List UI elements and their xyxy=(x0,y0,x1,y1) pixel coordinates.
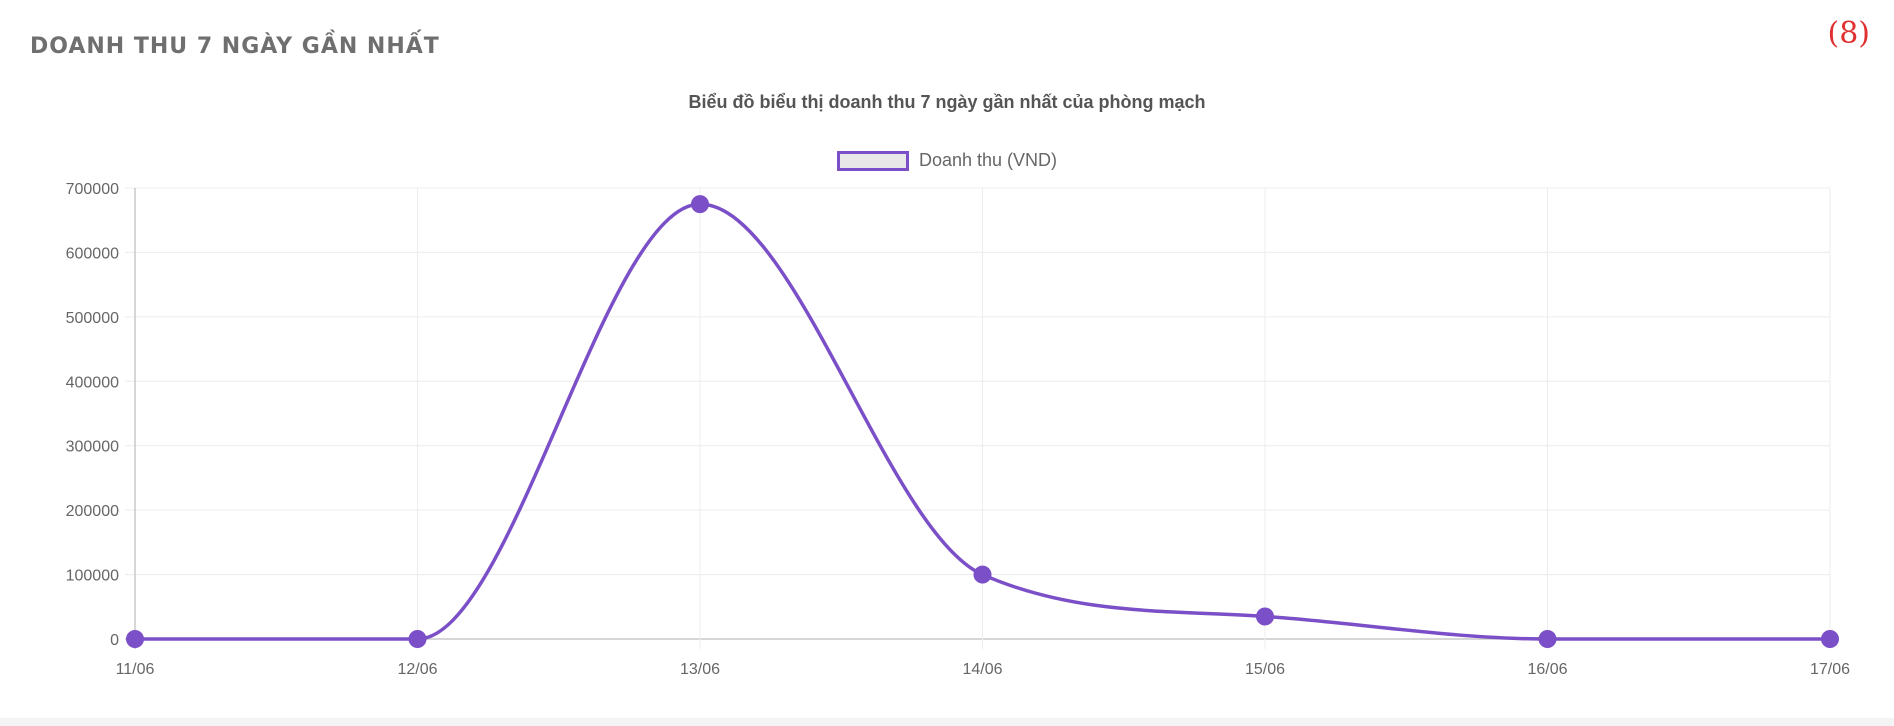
y-axis-ticks: 700000 600000 500000 400000 300000 200000 1000… xyxy=(66,181,119,649)
panel-header: DOANH THU 7 NGÀY GẦN NHẤT (8) xyxy=(0,0,1894,90)
y-tick-label: 500000 xyxy=(66,310,119,327)
y-tick-label: 0 xyxy=(110,632,119,649)
y-tick-label: 100000 xyxy=(66,568,119,585)
y-tick-label: 300000 xyxy=(66,439,119,456)
data-point-13-06[interactable] xyxy=(691,195,709,214)
legend-swatch xyxy=(836,150,909,171)
series-layer xyxy=(126,195,1839,648)
y-tick-label: 400000 xyxy=(66,374,119,391)
series-line-doanh-thu xyxy=(134,202,1830,641)
data-point-11-06[interactable] xyxy=(126,630,144,648)
data-point-16-06[interactable] xyxy=(1538,630,1557,648)
x-tick-label: 12/06 xyxy=(397,661,437,678)
x-tick-label: 17/06 xyxy=(1810,661,1850,678)
panel-number: (8) xyxy=(1827,16,1871,51)
y-tick-label: 600000 xyxy=(66,245,119,262)
data-point-12-06[interactable] xyxy=(408,630,427,648)
data-point-17-06[interactable] xyxy=(1821,630,1839,648)
data-point-14-06[interactable] xyxy=(973,565,992,584)
x-axis-ticks: 11/06 12/06 13/06 14/06 15/06 16/06 17/06 xyxy=(116,661,1851,678)
y-tick-label: 700000 xyxy=(66,181,119,198)
x-tick-label: 16/06 xyxy=(1527,661,1567,678)
panel-title: DOANH THU 7 NGÀY GẦN NHẤT xyxy=(30,34,440,59)
x-tick-label: 14/06 xyxy=(962,661,1002,678)
x-tick-label: 11/06 xyxy=(116,661,155,678)
x-tick-label: 13/06 xyxy=(680,661,720,678)
x-tick-label: 15/06 xyxy=(1245,661,1285,678)
y-tick-label: 200000 xyxy=(66,503,119,520)
legend-label: Doanh thu (VND) xyxy=(918,150,1058,170)
data-point-15-06[interactable] xyxy=(1256,607,1274,626)
chart-title: Biểu đồ biểu thị doanh thu 7 ngày gần nh… xyxy=(688,92,1206,112)
chart-legend[interactable]: Doanh thu (VND) xyxy=(0,150,1894,171)
